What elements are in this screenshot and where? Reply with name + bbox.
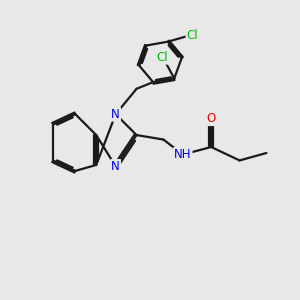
- Text: N: N: [111, 160, 120, 173]
- Text: O: O: [207, 112, 216, 125]
- Text: Cl: Cl: [187, 29, 198, 42]
- Text: N: N: [111, 108, 120, 121]
- Text: Cl: Cl: [156, 51, 168, 64]
- Text: NH: NH: [174, 148, 192, 161]
